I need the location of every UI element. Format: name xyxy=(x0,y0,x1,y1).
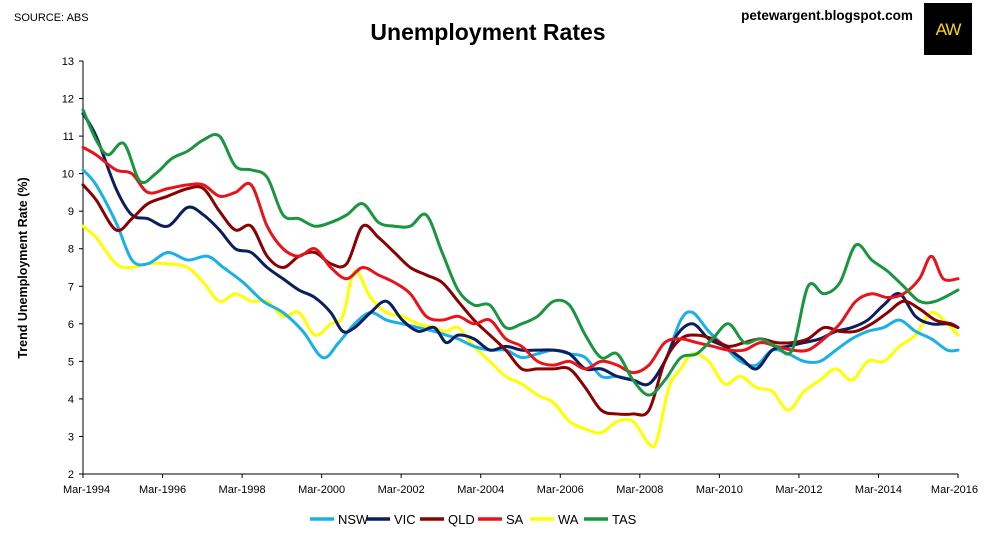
series-line-sa xyxy=(81,145,960,375)
legend-label-nsw: NSW xyxy=(338,512,369,527)
legend-label-sa: SA xyxy=(506,512,524,527)
x-tick-label: Mar-1994 xyxy=(63,484,110,496)
x-tick-label: Mar-2004 xyxy=(457,484,504,496)
x-tick-label: Mar-2014 xyxy=(855,484,902,496)
y-axis-label: Trend Unemployment Rate (%) xyxy=(16,177,30,358)
x-tick-label: Mar-2016 xyxy=(931,484,978,496)
legend-label-qld: QLD xyxy=(448,512,475,527)
series-line-qld xyxy=(81,183,960,417)
y-tick-label: 3 xyxy=(68,431,74,443)
x-tick-label: Mar-2008 xyxy=(616,484,663,496)
series-layer xyxy=(81,108,960,449)
y-tick-label: 4 xyxy=(68,394,74,406)
y-tick-label: 7 xyxy=(68,281,74,293)
x-tick-label: Mar-2000 xyxy=(298,484,345,496)
x-tick-label: Mar-2006 xyxy=(537,484,584,496)
logo-background xyxy=(924,3,972,55)
legend: NSW VIC QLD SA WA TAS xyxy=(310,512,637,527)
x-tick-label: Mar-1998 xyxy=(219,484,266,496)
y-tick-label: 5 xyxy=(68,356,74,368)
y-tick-label: 9 xyxy=(68,206,74,218)
blog-url[interactable]: petewargent.blogspot.com xyxy=(741,8,913,23)
y-tick-label: 8 xyxy=(68,244,74,256)
y-tick-label: 11 xyxy=(63,131,74,143)
legend-label-vic: VIC xyxy=(394,512,416,527)
chart-title: Unemployment Rates xyxy=(370,19,605,45)
series-line-vic xyxy=(81,112,960,387)
logo-text: AW xyxy=(936,20,962,39)
y-tick-label: 6 xyxy=(68,319,74,331)
x-tick-label: Mar-1996 xyxy=(139,484,186,496)
legend-label-tas: TAS xyxy=(612,512,637,527)
source-label: SOURCE: ABS xyxy=(14,12,89,24)
y-axis: 2 3 4 5 6 7 8 9 10 11 12 13 xyxy=(62,56,84,481)
series-line-nsw xyxy=(81,168,960,387)
x-tick-label: Mar-2012 xyxy=(775,484,822,496)
x-tick-label: Mar-2010 xyxy=(696,484,743,496)
legend-label-wa: WA xyxy=(558,512,579,527)
y-tick-label: 2 xyxy=(68,469,74,481)
x-axis: Mar-1994 Mar-1996 Mar-1998 Mar-2000 Mar-2002… xyxy=(63,473,978,496)
series-line-tas xyxy=(81,108,960,397)
y-tick-label: 13 xyxy=(62,56,74,68)
series-line-wa xyxy=(81,224,960,449)
y-tick-label: 10 xyxy=(62,169,74,181)
x-tick-label: Mar-2002 xyxy=(378,484,425,496)
aw-logo: AW xyxy=(924,3,972,55)
y-tick-label: 12 xyxy=(62,94,74,106)
